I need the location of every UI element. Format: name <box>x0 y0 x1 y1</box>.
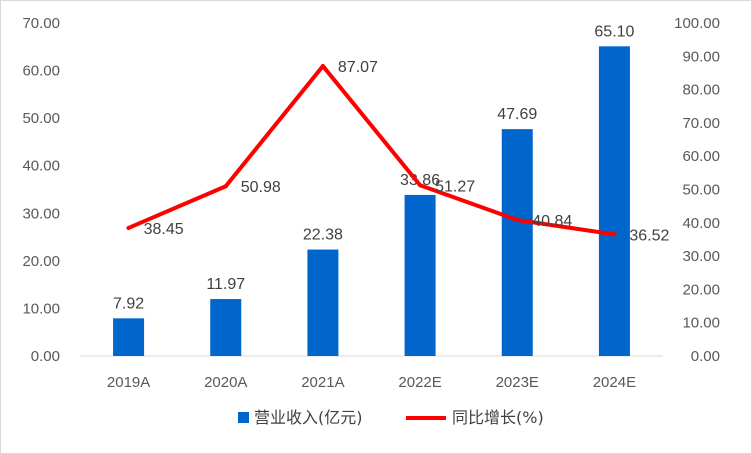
left-axis-tick-label: 40.00 <box>22 158 60 175</box>
line-point <box>126 225 131 230</box>
x-axis-tick-label: 2019A <box>107 374 150 391</box>
line-point <box>515 218 520 223</box>
line-point <box>320 64 325 69</box>
right-axis-tick-label: 70.00 <box>682 115 720 132</box>
bar <box>598 46 630 357</box>
left-axis-tick-label: 10.00 <box>22 300 60 317</box>
line-data-label: 50.98 <box>241 179 281 196</box>
x-axis-tick-label: 2024E <box>593 374 636 391</box>
x-axis-tick-label: 2023E <box>496 374 539 391</box>
x-axis-tick-label: 2021A <box>301 374 344 391</box>
line-data-label: 51.27 <box>435 178 475 195</box>
right-axis-tick-label: 90.00 <box>682 48 720 65</box>
right-axis-tick-label: 100.00 <box>674 15 720 32</box>
x-axis-ticks: 2019A 2020A 2021A 2022E 2023E 2024E <box>107 374 636 391</box>
left-axis-tick-label: 50.00 <box>22 110 60 127</box>
right-axis-tick-label: 20.00 <box>682 281 720 298</box>
left-axis-tick-label: 60.00 <box>22 63 60 80</box>
right-axis-tick-label: 60.00 <box>682 148 720 165</box>
growth-line <box>126 64 617 237</box>
left-axis: 0.00 10.00 20.00 30.00 40.00 50.00 60.00 70.00 <box>22 15 60 365</box>
right-axis-tick-label: 40.00 <box>682 215 720 232</box>
right-axis-tick-label: 30.00 <box>682 248 720 265</box>
right-axis-tick-label: 50.00 <box>682 182 720 199</box>
line-data-label: 36.52 <box>629 227 669 244</box>
right-axis: 0.00 10.00 20.00 30.00 40.00 50.00 60.00 70.00 8… <box>674 15 720 365</box>
left-axis-tick-label: 20.00 <box>22 253 60 270</box>
x-axis-tick-label: 2022E <box>398 374 441 391</box>
bar <box>210 299 242 356</box>
bar-data-label: 22.38 <box>303 227 343 244</box>
line-point <box>418 183 423 188</box>
left-axis-tick-label: 0.00 <box>31 348 60 365</box>
line-series: 38.45 50.98 87.07 51.27 40.84 36.52 <box>126 59 670 244</box>
bar <box>113 318 145 356</box>
bar <box>307 249 339 356</box>
right-axis-tick-label: 10.00 <box>682 315 720 332</box>
bar-data-label: 65.10 <box>594 23 634 40</box>
left-axis-tick-label: 70.00 <box>22 15 60 32</box>
bar <box>501 129 533 356</box>
bar <box>404 194 436 356</box>
x-axis-tick-label: 2020A <box>204 374 247 391</box>
legend-bar-label: 营业收入(亿元) <box>254 408 363 427</box>
right-axis-tick-label: 80.00 <box>682 82 720 99</box>
legend-bar-swatch <box>238 412 249 423</box>
legend: 营业收入(亿元) 同比增长(%) <box>238 408 544 427</box>
line-data-label: 40.84 <box>532 213 572 230</box>
bar-data-label: 11.97 <box>206 276 245 293</box>
right-axis-tick-label: 0.00 <box>691 348 720 365</box>
line-data-label: 38.45 <box>144 221 184 238</box>
bar-data-label: 7.92 <box>113 295 144 312</box>
legend-line-label: 同比增长(%) <box>452 408 544 427</box>
left-axis-tick-label: 30.00 <box>22 205 60 222</box>
watermark: 百家号/享迎 <box>630 426 710 444</box>
line-data-label: 87.07 <box>338 59 378 76</box>
bar-data-label: 47.69 <box>497 106 537 123</box>
line-point <box>223 184 228 189</box>
line-point <box>612 232 617 237</box>
